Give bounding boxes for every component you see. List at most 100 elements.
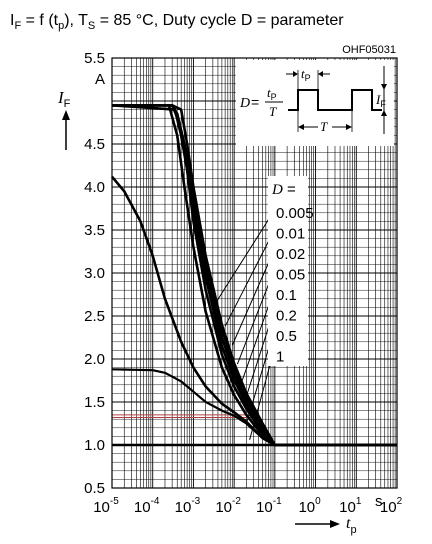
inset-tp-arrowhead-right [318,71,323,77]
inset-t-arrowhead-left [298,124,304,130]
x-tick-exp: -4 [151,496,160,507]
curves [111,104,397,447]
legend-label-1: 1 [276,349,284,366]
title-mid: ), T [64,12,88,29]
legend-leader-lines [212,213,273,440]
x-tick--3: 10-3 [175,496,201,516]
inset-if-label: IF [375,92,386,109]
title-i: I [10,12,14,29]
y-tick-3.5: 3.5 [84,222,105,239]
inset-tp-main: t [301,66,305,81]
legend-leader-0.02 [231,254,273,346]
legend: D = 0.005 0.01 0.02 0.05 0.1 0.2 0.5 1 [271,181,314,366]
legend-leader-1 [249,357,273,440]
legend-title-eq: = [283,181,296,198]
legend-leader-0.005 [212,213,273,308]
y-tick-1.0: 1.0 [84,437,105,454]
y-tick-4.0: 4.0 [84,179,105,196]
x-tick-base: 10 [298,499,315,516]
x-label-sub: p [350,524,356,536]
y-tick-labels: 5.5 4.5 4.0 3.5 3.0 2.5 2.0 1.5 1.0 0.5 [84,50,105,497]
x-tick-1: 101 [339,496,362,516]
y-tick-4.5: 4.5 [84,136,105,153]
x-tick-base: 10 [134,499,151,516]
inset-if-sub: F [380,99,386,109]
legend-label-0.01: 0.01 [276,226,305,243]
legend-label-0.2: 0.2 [276,308,297,325]
y-axis-label: IF [57,88,71,110]
legend-leader-0.5 [246,336,273,422]
inset-tp-sub: P [305,73,311,83]
x-tick-base: 10 [339,499,356,516]
pulse-waveform [288,89,382,111]
y-tick-0.5: 0.5 [84,480,105,497]
extra-curve-0 [111,368,276,446]
legend-background [268,176,308,366]
x-tick-base: 10 [256,499,273,516]
inset-background [236,60,394,146]
inset-t-label-bg [318,119,332,133]
pulse-inset: D = tP T tP T IF [236,60,394,146]
x-tick-base: 10 [380,499,397,516]
legend-label-0.1: 0.1 [276,287,297,304]
inset-eq-num-main: t [267,85,271,100]
x-tick--4: 10-4 [134,496,160,516]
x-tick-base: 10 [215,499,232,516]
x-tick-exp: -5 [110,496,119,507]
x-tick-0: 100 [298,496,321,516]
y-tick-3.0: 3.0 [84,265,105,282]
x-tick--2: 10-2 [215,496,241,516]
plot-frame [111,57,398,489]
legend-title-d: D [271,182,283,198]
legend-leader-0.1 [240,295,273,384]
x-tick--1: 10-1 [256,496,282,516]
x-label-main: t [346,515,351,532]
x-tick-2: 102 [380,496,403,516]
x-tick-base: 10 [93,499,110,516]
legend-leader-0.05 [236,275,273,365]
title-eq: = f (t [21,12,58,29]
x-axis-label: tp [346,515,357,536]
legend-label-0.05: 0.05 [276,267,305,284]
x-tick-labels: 10-5 10-4 10-3 10-2 10-1 100 101 102 [93,496,402,516]
x-tick-base: 10 [175,499,192,516]
x-tick-exp: 1 [356,496,362,507]
y-tick-2.5: 2.5 [84,308,105,325]
y-tick-2.0: 2.0 [84,351,105,368]
inset-tp-label: tP [301,66,311,83]
x-axis-unit: s [375,493,383,510]
y-tick-5.5: 5.5 [84,50,105,67]
chart-title: IF = f (tp), TS = 85 °C, Duty cycle D = … [10,12,344,32]
x-tick--5: 10-5 [93,496,119,516]
x-tick-exp: -2 [232,496,241,507]
series-line-0.1 [111,104,397,447]
title-f-sub: F [14,20,21,32]
legend-title: D = [271,181,296,198]
inset-if-main: I [375,92,381,107]
inset-eq-num-sub: P [271,92,277,102]
legend-label-0.005: 0.005 [276,205,314,222]
y-tick-1.5: 1.5 [84,394,105,411]
y-label-main: I [57,88,65,107]
inset-eq-den: T [269,104,277,119]
title-p-sub: p [58,20,64,32]
legend-label-0.5: 0.5 [276,328,297,345]
legend-leader-0.01 [224,234,273,327]
inset-tp-arrowhead [293,71,298,77]
x-tick-exp: 0 [315,496,321,507]
inset-t-label: T [320,119,328,134]
series-line-0.2 [112,104,397,447]
inset-t-arrowhead-right [346,124,352,130]
x-axis-arrowhead [330,520,340,528]
figure-code: OHF05031 [342,44,396,56]
title-s-sub: S [88,20,95,32]
inset-eq-lhs: D [239,96,250,111]
y-axis-unit: A [95,71,105,88]
x-tick-exp: 2 [397,496,403,507]
inset-eq-num: tP [267,85,277,102]
x-tick-exp: -1 [273,496,282,507]
inset-if-arrowhead-bottom [381,110,387,116]
legend-leader-0.2 [244,316,273,403]
inset-eq-equals: = [251,94,259,110]
